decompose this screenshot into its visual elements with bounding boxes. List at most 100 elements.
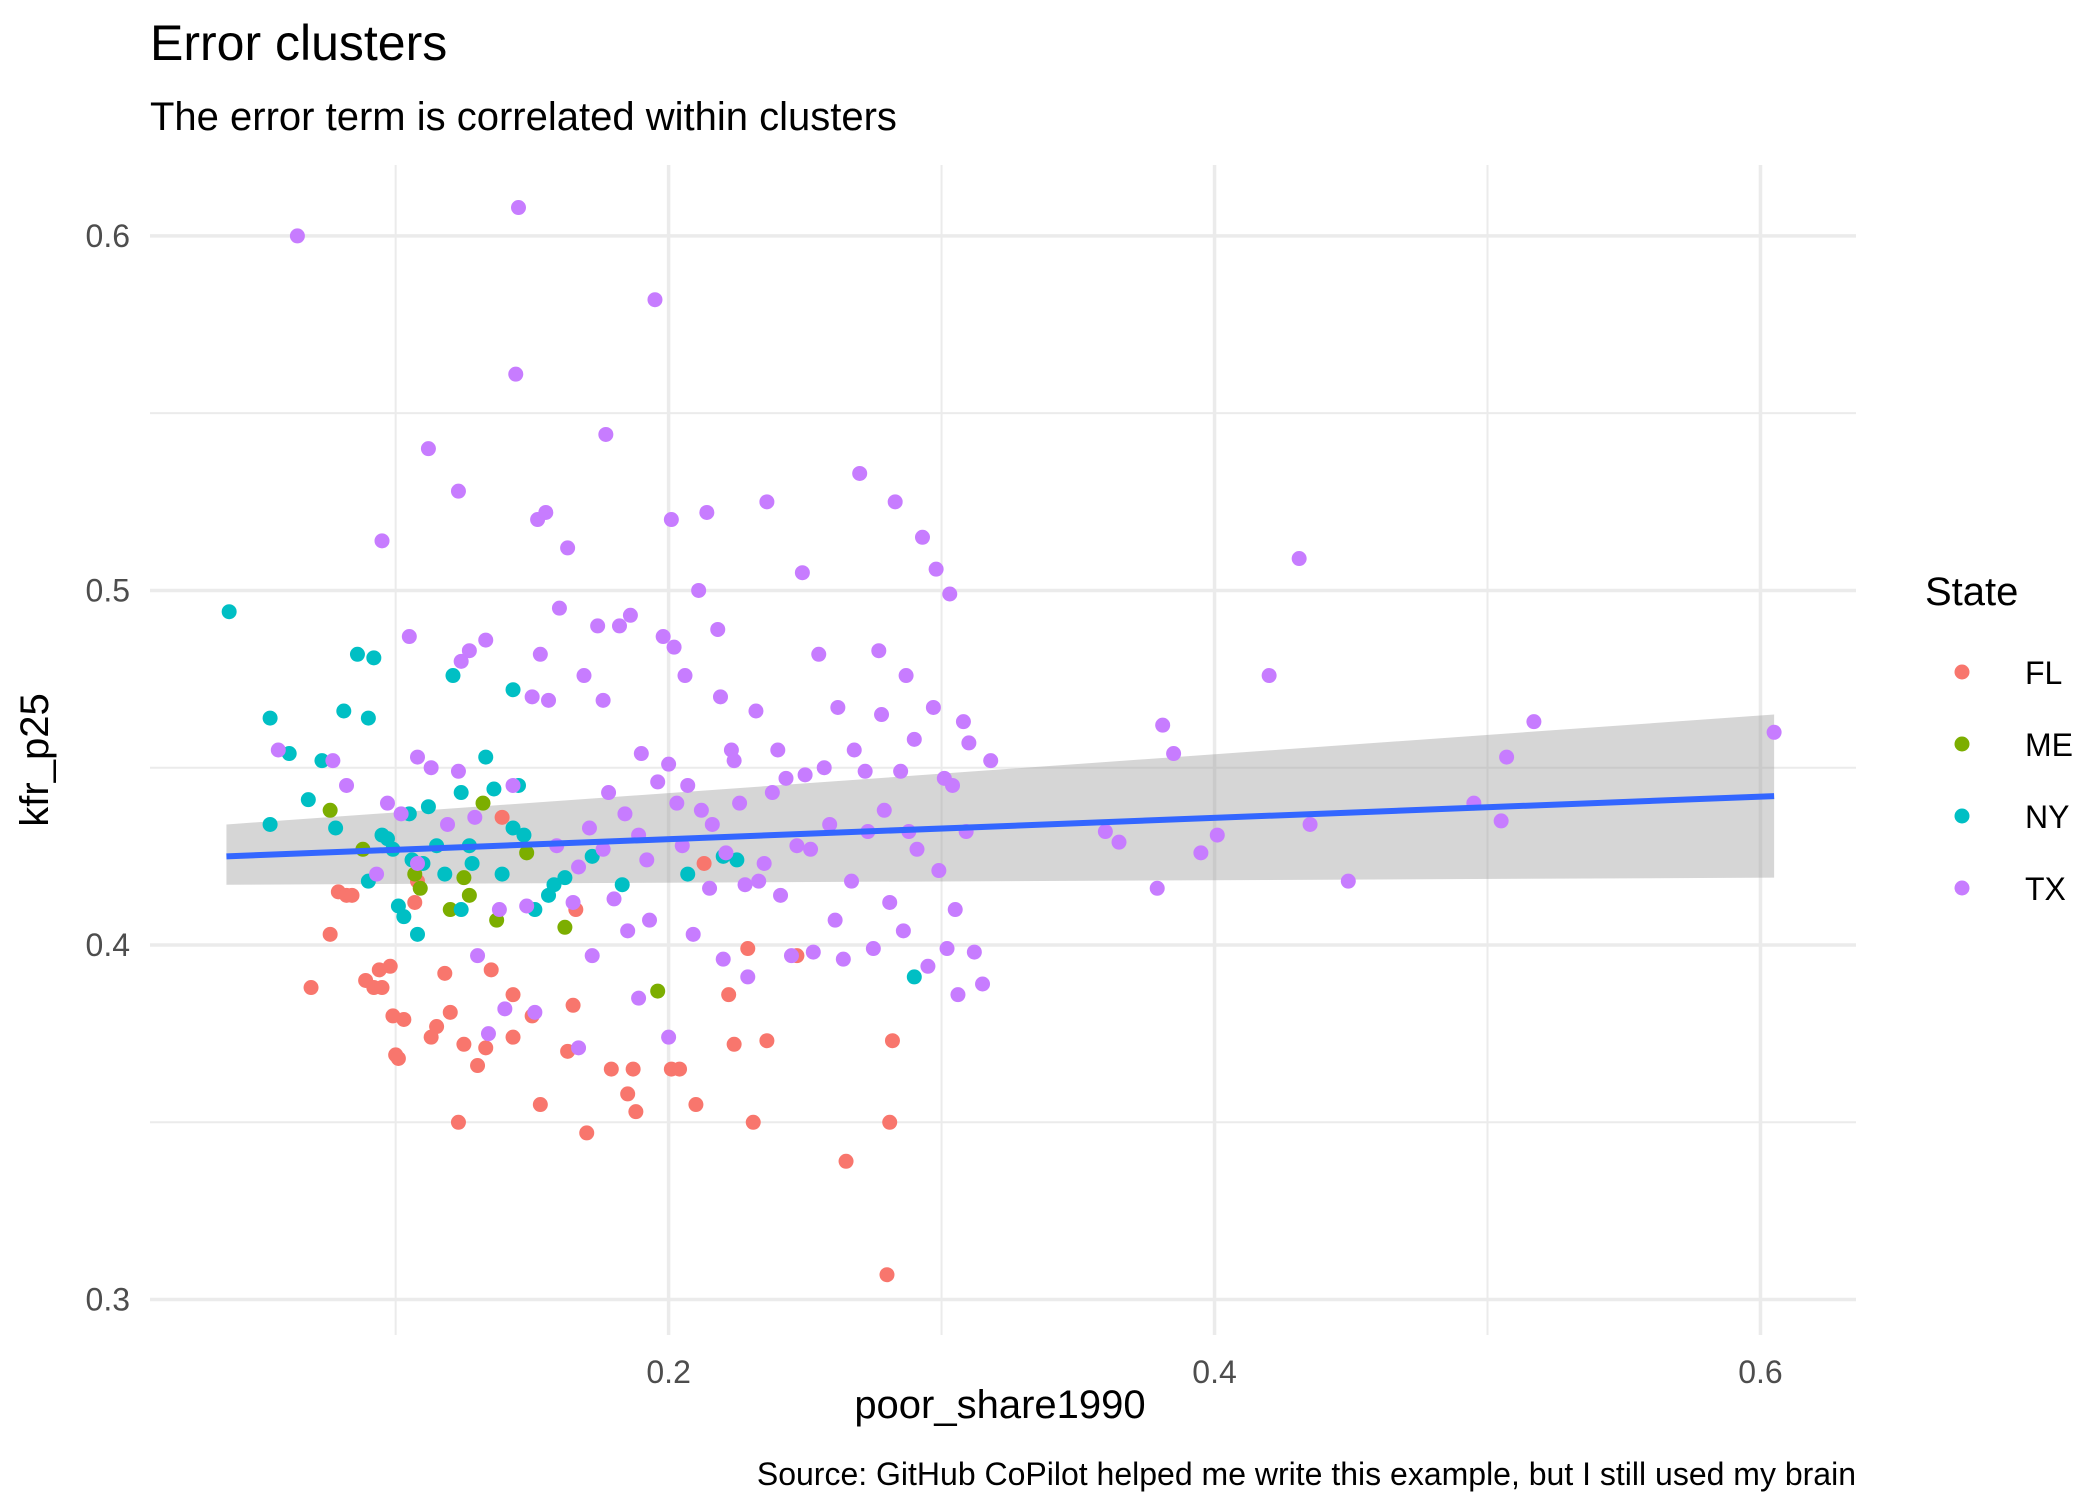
data-point (710, 621, 726, 637)
data-point (983, 753, 999, 769)
data-point (865, 941, 881, 957)
data-point (374, 980, 390, 996)
data-point (729, 852, 745, 868)
data-point (450, 763, 466, 779)
data-point (581, 820, 597, 836)
data-point (764, 785, 780, 801)
data-point (325, 753, 341, 769)
data-point (571, 1040, 587, 1056)
data-point (505, 820, 521, 836)
data-point (876, 802, 892, 818)
data-point (461, 643, 477, 659)
data-point (524, 689, 540, 705)
y-tick-label: 0.3 (86, 1282, 130, 1318)
data-point (650, 983, 666, 999)
data-point (805, 944, 821, 960)
data-point (642, 912, 658, 928)
data-point (379, 795, 395, 811)
data-point (505, 777, 521, 793)
data-point (453, 902, 469, 918)
data-point (470, 1058, 486, 1074)
data-point (696, 855, 712, 871)
data-point (1340, 873, 1356, 889)
legend-key-TX (1954, 880, 1970, 896)
data-point (360, 710, 376, 726)
data-point (898, 668, 914, 684)
data-point (745, 1114, 761, 1130)
data-point (895, 923, 911, 939)
data-point (598, 426, 614, 442)
data-point (349, 646, 365, 662)
data-point (478, 1040, 494, 1056)
data-point (1111, 834, 1127, 850)
data-point (920, 958, 936, 974)
legend-label-FL: FL (2025, 655, 2062, 691)
data-point (942, 586, 958, 602)
data-point (887, 494, 903, 510)
data-point (601, 785, 617, 801)
y-tick-label: 0.5 (86, 572, 130, 608)
legend: State FL ME NY TX (1925, 570, 2073, 907)
data-point (262, 710, 278, 726)
data-point (906, 731, 922, 747)
data-point (538, 504, 554, 520)
data-point (606, 891, 622, 907)
data-points (221, 200, 1782, 1283)
data-point (510, 200, 526, 216)
data-point (374, 533, 390, 549)
data-point (961, 735, 977, 751)
data-point (328, 820, 344, 836)
data-point (721, 987, 737, 1003)
data-point (1097, 824, 1113, 840)
data-point (726, 1036, 742, 1052)
data-point (519, 898, 535, 914)
data-point (440, 816, 456, 832)
data-point (344, 887, 360, 903)
data-point (491, 902, 507, 918)
data-point (557, 870, 573, 886)
data-point (1193, 845, 1209, 861)
data-point (1526, 714, 1542, 730)
data-point (527, 1004, 543, 1020)
data-point (336, 703, 352, 719)
data-point (456, 1036, 472, 1052)
data-point (584, 848, 600, 864)
data-point (464, 855, 480, 871)
data-point (666, 639, 682, 655)
data-point (740, 941, 756, 957)
data-point (584, 948, 600, 964)
data-point (467, 809, 483, 825)
data-point (751, 873, 767, 889)
data-point (947, 902, 963, 918)
data-point (480, 1026, 496, 1042)
x-tick-label: 0.2 (646, 1354, 690, 1390)
data-point (674, 838, 690, 854)
data-point (835, 951, 851, 967)
data-point (669, 795, 685, 811)
data-point (516, 827, 532, 843)
series-FL (303, 809, 900, 1283)
data-point (955, 714, 971, 730)
data-point (475, 795, 491, 811)
data-point (453, 653, 469, 669)
data-point (622, 607, 638, 623)
x-axis-ticks: 0.2 0.4 0.6 (646, 1354, 1782, 1390)
data-point (576, 668, 592, 684)
data-point (423, 760, 439, 776)
data-point (603, 1061, 619, 1077)
data-point (396, 909, 412, 925)
data-point (975, 976, 991, 992)
data-point (661, 756, 677, 772)
chart-subtitle: The error term is correlated within clus… (150, 95, 897, 139)
data-point (595, 692, 611, 708)
data-point (631, 990, 647, 1006)
data-point (945, 777, 961, 793)
data-point (871, 643, 887, 659)
data-point (759, 1033, 775, 1049)
data-point (322, 802, 338, 818)
data-point (483, 962, 499, 978)
data-point (478, 749, 494, 765)
data-point (639, 852, 655, 868)
data-point (625, 1061, 641, 1077)
data-point (693, 802, 709, 818)
